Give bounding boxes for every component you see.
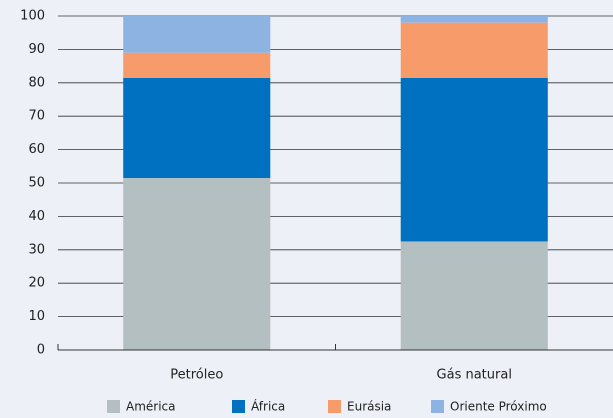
y-tick-label: 100 (20, 9, 45, 24)
legend-swatch (232, 400, 245, 413)
bar-segment (123, 177, 271, 350)
y-tick-label: 30 (28, 242, 45, 257)
legend-label: Oriente Próximo (450, 400, 547, 414)
legend: América África Eurásia Oriente Próximo (107, 399, 547, 414)
bar-segment (400, 22, 548, 78)
bar-segment (123, 77, 271, 178)
bar-segment (400, 77, 548, 242)
bar-segment (400, 16, 548, 23)
bar-segment (123, 16, 271, 53)
x-tick-label: Gás natural (437, 368, 512, 383)
legend-label: África (251, 399, 285, 414)
legend-swatch (107, 400, 120, 413)
bar-segment (400, 241, 548, 350)
x-tick-label: Petróleo (170, 368, 223, 383)
y-tick-label: 60 (28, 142, 45, 157)
legend-swatch (431, 400, 444, 413)
y-tick-label: 70 (28, 109, 45, 124)
legend-label: América (126, 400, 176, 414)
legend-label: Eurásia (347, 400, 391, 414)
y-tick-label: 80 (28, 75, 45, 90)
y-tick-label: 40 (28, 209, 45, 224)
y-tick-label: 10 (28, 309, 45, 324)
legend-swatch (328, 400, 341, 413)
y-tick-label: 0 (37, 343, 45, 358)
y-tick-label: 50 (28, 176, 45, 191)
y-tick-label: 90 (28, 42, 45, 57)
bar-segment (123, 52, 271, 78)
y-tick-label: 20 (28, 276, 45, 291)
